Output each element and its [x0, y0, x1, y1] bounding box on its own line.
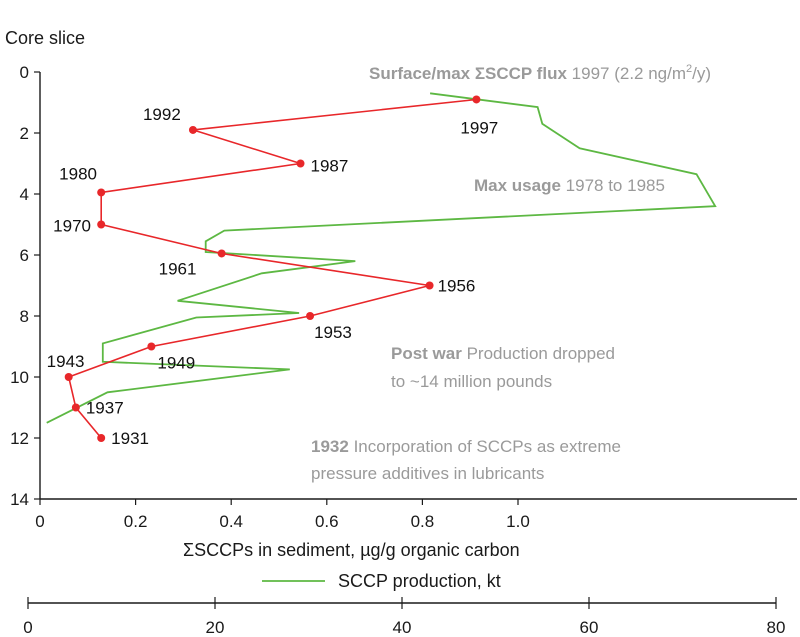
- legend-label: SCCP production, kt: [338, 571, 501, 591]
- sediment-point: [472, 95, 481, 104]
- axes: 0 2 4 6 8 10 12 14 0 0.2 0.4 0.6 0.8 1.0 0 20 40 60 80: [10, 63, 797, 637]
- sediment-point: [64, 373, 73, 381]
- annotation-surface-flux: Surface/max ΣSCCP flux 1997 (2.2 ng/m2/y…: [369, 63, 711, 83]
- point-label-1943: 1943: [47, 352, 85, 371]
- point-label-1987: 1987: [311, 157, 349, 176]
- annotation-max-usage: Max usage 1978 to 1985: [474, 176, 665, 195]
- series-sccp-production-line: [46, 92, 717, 424]
- sediment-point: [97, 434, 106, 442]
- x-secondary-tick-label: 20: [206, 618, 225, 637]
- sediment-point: [97, 220, 106, 229]
- sediment-point: [71, 403, 80, 412]
- sediment-point: [306, 312, 315, 320]
- point-label-1992: 1992: [143, 105, 181, 124]
- x-primary-tick-label: 0.8: [411, 512, 435, 531]
- y-tick-label: 2: [20, 124, 29, 143]
- point-label-1949: 1949: [157, 354, 195, 373]
- y-tick-label: 0: [20, 63, 29, 82]
- x-secondary-tick-label: 60: [580, 618, 599, 637]
- y-axis-title: Core slice: [5, 28, 85, 48]
- x-primary-tick-label: 0: [35, 512, 44, 531]
- sediment-point: [188, 125, 197, 134]
- sediment-point: [97, 188, 106, 197]
- annotation-1932: 1932 Incorporation of SCCPs as extreme: [311, 437, 621, 456]
- point-label-1980: 1980: [59, 164, 97, 183]
- point-label-1937: 1937: [86, 399, 124, 418]
- y-tick-label: 6: [20, 246, 29, 265]
- y-tick-label: 10: [10, 368, 29, 387]
- annotation-post-war: Post war Production dropped: [391, 344, 615, 363]
- series: [46, 92, 717, 442]
- y-tick-label: 8: [20, 307, 29, 326]
- x-secondary-tick-label: 80: [767, 618, 786, 637]
- sediment-point: [147, 342, 156, 351]
- x-primary-tick-label: 0.4: [219, 512, 243, 531]
- point-label-1953: 1953: [314, 323, 352, 342]
- sediment-point: [296, 159, 305, 168]
- point-labels: 1997 1992 1987 1980 1970 1961 1956 1953 1949 1943…: [47, 105, 499, 448]
- point-label-1956: 1956: [438, 277, 476, 296]
- y-tick-label: 12: [10, 429, 29, 448]
- x-primary-tick-label: 1.0: [506, 512, 530, 531]
- point-label-1931: 1931: [111, 429, 149, 448]
- annotation-post-war-line2: to ~14 million pounds: [391, 372, 552, 391]
- x-primary-tick-label: 0.2: [124, 512, 148, 531]
- point-label-1961: 1961: [159, 259, 197, 278]
- sediment-point: [217, 249, 226, 258]
- y-tick-label: 14: [10, 490, 29, 509]
- series-sediment-line: [67, 98, 477, 439]
- annotation-1932-line2: pressure additives in lubricants: [311, 464, 544, 483]
- y-tick-label: 4: [20, 185, 29, 204]
- x-secondary-tick-label: 0: [23, 618, 32, 637]
- x-secondary-tick-label: 40: [393, 618, 412, 637]
- point-label-1997: 1997: [460, 118, 498, 137]
- x-primary-tick-label: 0.6: [315, 512, 339, 531]
- point-label-1970: 1970: [53, 217, 91, 236]
- sediment-point: [425, 281, 434, 290]
- x-axis-primary-title: ΣSCCPs in sediment, µg/g organic carbon: [183, 540, 520, 560]
